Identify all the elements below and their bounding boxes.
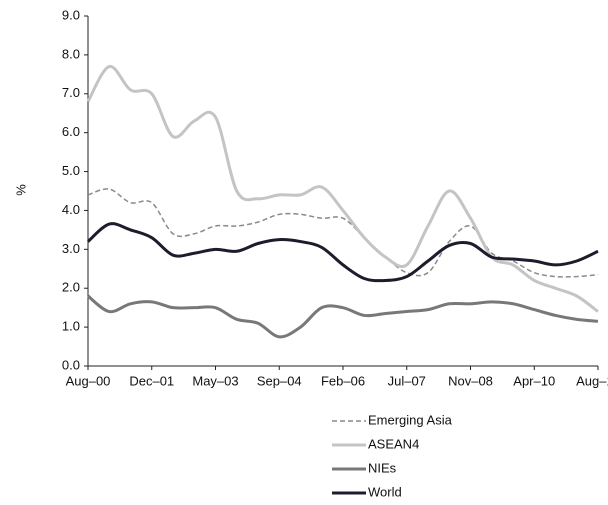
x-tick-label: Aug–00 — [66, 373, 111, 388]
x-tick-label: May–03 — [192, 373, 238, 388]
x-tick-label: Dec–01 — [129, 373, 174, 388]
legend-label: ASEAN4 — [368, 436, 419, 451]
legend-label: World — [368, 484, 402, 499]
series-line — [87, 188, 599, 278]
series-line — [86, 65, 599, 313]
y-tick-label: 2.0 — [62, 280, 80, 295]
series-line — [86, 222, 599, 283]
y-tick-label: 5.0 — [62, 163, 80, 178]
x-tick-label: Jul–07 — [388, 373, 426, 388]
x-tick-label: Nov–08 — [448, 373, 493, 388]
x-tick-label: Sep–04 — [257, 373, 302, 388]
y-tick-label: 1.0 — [62, 319, 80, 334]
x-tick-label: Apr–10 — [513, 373, 555, 388]
y-axis-label: % — [13, 184, 28, 196]
x-tick-label: Aug–11 — [576, 373, 608, 388]
legend-label: NIEs — [368, 460, 397, 475]
y-tick-label: 4.0 — [62, 202, 80, 217]
y-tick-label: 3.0 — [62, 241, 80, 256]
y-tick-label: 6.0 — [62, 124, 80, 139]
y-tick-label: 0.0 — [62, 357, 80, 372]
y-tick-label: 9.0 — [62, 7, 80, 22]
legend-label: Emerging Asia — [368, 412, 453, 427]
y-tick-label: 7.0 — [62, 85, 80, 100]
series-line — [87, 294, 599, 339]
x-tick-label: Feb–06 — [321, 373, 365, 388]
y-tick-label: 8.0 — [62, 46, 80, 61]
